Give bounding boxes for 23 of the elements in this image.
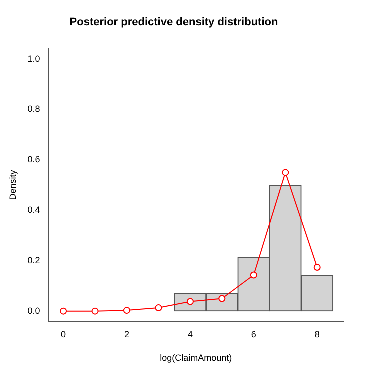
x-tick-label: 0 bbox=[61, 329, 66, 340]
y-tick-label: 0.6 bbox=[28, 154, 40, 165]
y-tick-label: 0.2 bbox=[28, 255, 40, 266]
point bbox=[218, 295, 226, 302]
point bbox=[250, 272, 258, 279]
y-tick-label: 0.0 bbox=[28, 306, 40, 316]
y-tick-label: 0.8 bbox=[28, 104, 40, 114]
x-tick-label: 2 bbox=[124, 329, 130, 340]
point bbox=[155, 304, 162, 312]
y-tick-label: 0.4 bbox=[28, 204, 40, 215]
point bbox=[123, 307, 130, 314]
y-tick-label: 1.0 bbox=[28, 54, 40, 64]
point bbox=[60, 308, 68, 315]
x-tick-label: 6 bbox=[251, 329, 256, 340]
y-axis-title: Density bbox=[8, 170, 18, 200]
x-tick-label: 8 bbox=[314, 329, 320, 340]
point bbox=[314, 264, 321, 271]
point bbox=[186, 298, 194, 306]
x-axis-title: log(ClaimAmount) bbox=[160, 353, 232, 364]
x-tick-label: 4 bbox=[188, 329, 193, 340]
point bbox=[282, 169, 290, 176]
chart-title: Posterior predictive density distribution bbox=[70, 16, 278, 29]
point bbox=[92, 308, 99, 315]
